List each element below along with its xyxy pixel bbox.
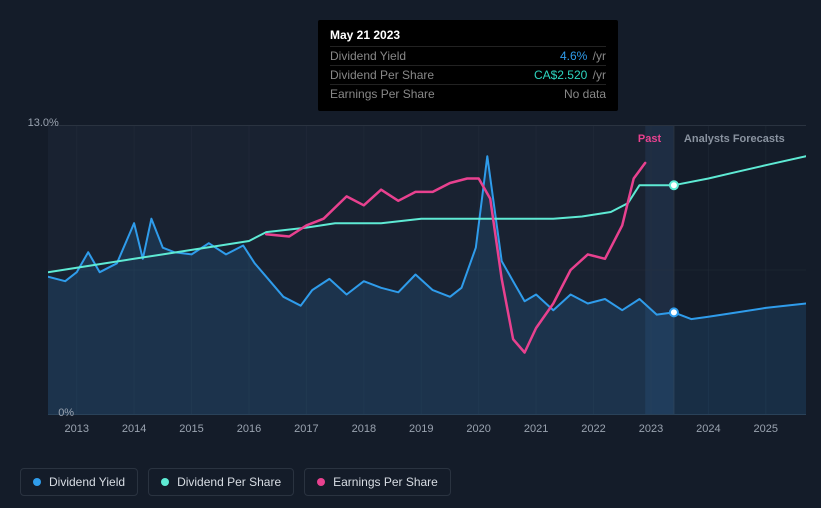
tooltip-date: May 21 2023 (330, 28, 606, 42)
tooltip-value: No data (564, 87, 606, 101)
chart-legend: Dividend Yield Dividend Per Share Earnings… (20, 468, 451, 496)
x-axis-label: 2015 (179, 423, 203, 435)
series-marker (670, 181, 678, 189)
y-axis-label: 13.0% (28, 117, 59, 129)
region-label-past: Past (638, 133, 661, 145)
legend-label: Earnings Per Share (333, 475, 438, 489)
x-axis-label: 2022 (581, 423, 605, 435)
tooltip-label: Dividend Per Share (330, 68, 434, 82)
region-label-forecast: Analysts Forecasts (684, 133, 785, 145)
x-axis-label: 2017 (294, 423, 318, 435)
x-axis-label: 2021 (524, 423, 548, 435)
x-axis-label: 2020 (466, 423, 490, 435)
legend-marker-icon (317, 478, 325, 486)
legend-item-dividend-per-share[interactable]: Dividend Per Share (148, 468, 294, 496)
x-axis-label: 2016 (237, 423, 261, 435)
tooltip-suffix: /yr (589, 68, 606, 82)
chart-svg (48, 125, 806, 415)
x-axis-label: 2023 (639, 423, 663, 435)
chart-tooltip: May 21 2023 Dividend Yield4.6% /yrDivide… (318, 20, 618, 111)
legend-item-dividend-yield[interactable]: Dividend Yield (20, 468, 138, 496)
tooltip-suffix: /yr (589, 49, 606, 63)
legend-label: Dividend Yield (49, 475, 125, 489)
tooltip-row: Dividend Per Share CA$2.520 /yr (330, 65, 606, 84)
legend-item-earnings-per-share[interactable]: Earnings Per Share (304, 468, 451, 496)
x-axis-label: 2013 (64, 423, 88, 435)
x-axis-label: 2024 (696, 423, 720, 435)
tooltip-label: Dividend Yield (330, 49, 406, 63)
x-axis-label: 2025 (754, 423, 778, 435)
x-axis-label: 2014 (122, 423, 146, 435)
tooltip-row: Dividend Yield 4.6% /yr (330, 46, 606, 65)
legend-label: Dividend Per Share (177, 475, 281, 489)
x-axis-label: 2018 (352, 423, 376, 435)
dividend-chart: 13.0%0% 20132014201520162017201820192020… (48, 125, 806, 415)
tooltip-value: CA$2.520 (534, 68, 587, 82)
tooltip-label: Earnings Per Share (330, 87, 435, 101)
legend-marker-icon (33, 478, 41, 486)
y-axis-label: 0% (58, 407, 74, 419)
tooltip-value: 4.6% (560, 49, 587, 63)
series-marker (670, 308, 678, 316)
x-axis-label: 2019 (409, 423, 433, 435)
tooltip-row: Earnings Per Share No data (330, 84, 606, 103)
legend-marker-icon (161, 478, 169, 486)
